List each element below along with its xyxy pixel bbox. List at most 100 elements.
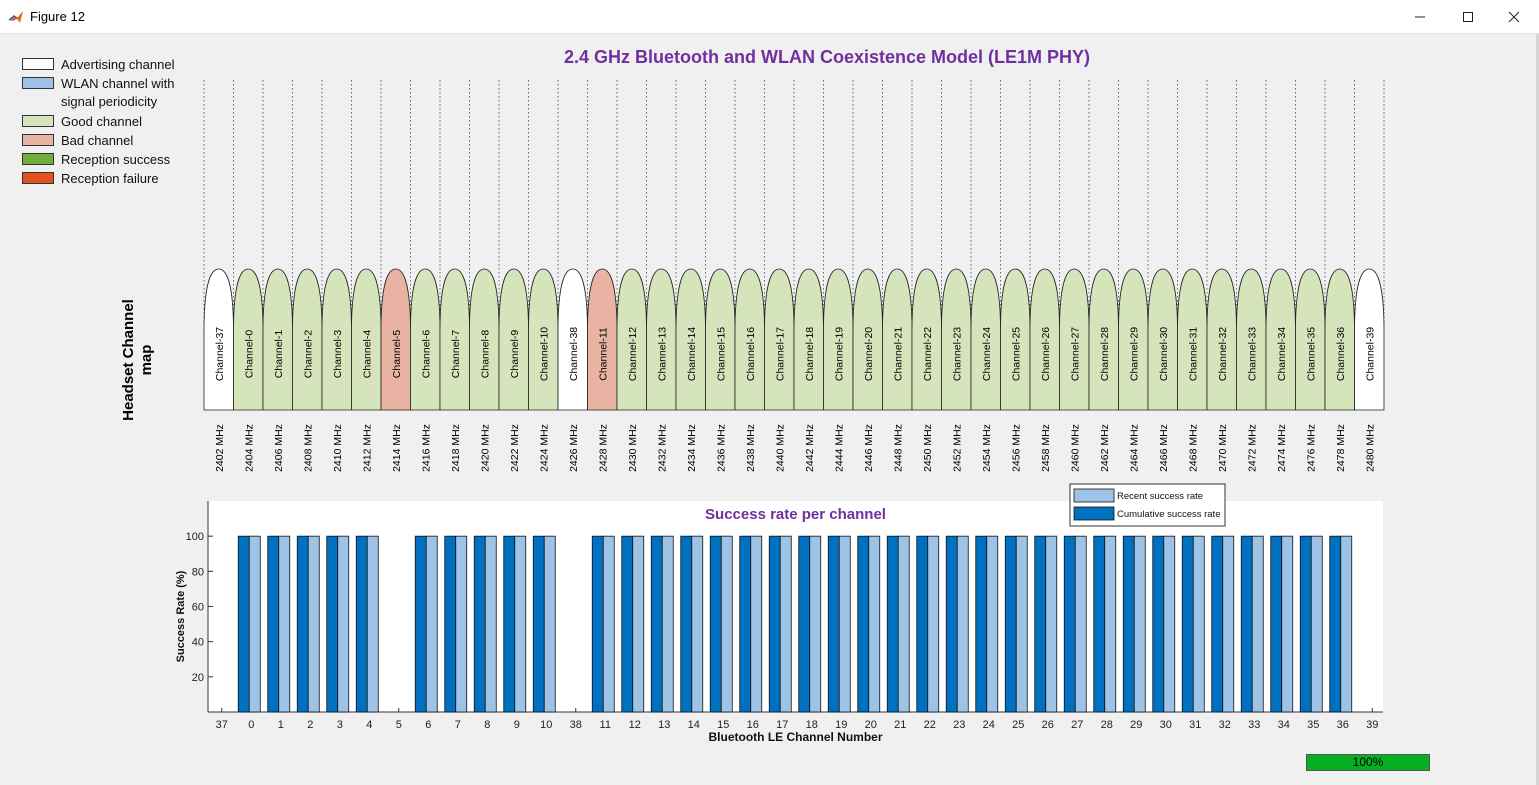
channel-shape-channel-33 <box>1236 268 1267 411</box>
x-tick-label: 37 <box>216 719 228 731</box>
bar-recent-3 <box>337 535 350 713</box>
x-tick-label: 4 <box>366 719 372 731</box>
channel-frequency: 2450 MHz <box>922 424 934 472</box>
channel-label: Channel-8 <box>479 330 491 379</box>
channel-label: Channel-32 <box>1217 327 1229 381</box>
channel-label: Channel-0 <box>243 330 255 379</box>
bar-cumulative-11 <box>591 535 604 713</box>
x-tick-label: 28 <box>1101 719 1113 731</box>
progress-bar: 100% <box>1306 754 1430 771</box>
channel-label: Channel-27 <box>1069 327 1081 381</box>
bar-recent-30 <box>1163 535 1176 713</box>
x-tick-label: 33 <box>1248 719 1260 731</box>
x-tick-label: 15 <box>717 719 729 731</box>
channel-label: Channel-34 <box>1276 327 1288 381</box>
bar-recent-23 <box>956 535 969 713</box>
channel-frequency: 2476 MHz <box>1305 424 1317 472</box>
maximize-button[interactable] <box>1445 3 1491 31</box>
channel-label: Channel-31 <box>1187 327 1199 381</box>
x-tick-label: 20 <box>865 719 877 731</box>
channel-shape-channel-38 <box>557 268 588 411</box>
chart-title: Success rate per channel <box>705 506 886 523</box>
maximize-icon <box>1463 12 1473 22</box>
x-axis-label: Bluetooth LE Channel Number <box>709 730 883 744</box>
minimize-button[interactable] <box>1397 3 1443 31</box>
bar-cumulative-0 <box>237 535 250 713</box>
bar-cumulative-27 <box>1063 535 1076 713</box>
channel-map: Channel-37 2402 MHz Channel-0 2404 MHz Chann… <box>203 80 1385 472</box>
legend-wlan: WLAN channel with signal periodicity <box>22 74 202 112</box>
x-tick-label: 22 <box>924 719 936 731</box>
channel-shape-channel-21 <box>882 268 913 411</box>
bar-cumulative-7 <box>444 535 457 713</box>
progress-fill <box>1307 755 1429 770</box>
progress-label: 100% <box>1352 755 1384 769</box>
y-tick-label: 40 <box>192 637 204 649</box>
x-tick-label: 8 <box>484 719 490 731</box>
channel-frequency: 2438 MHz <box>745 424 757 472</box>
channel-label: Channel-10 <box>538 327 550 381</box>
x-tick-label: 5 <box>396 719 402 731</box>
channel-frequency: 2434 MHz <box>686 424 698 472</box>
channel-label: Channel-15 <box>715 327 727 381</box>
channel-shape-channel-23 <box>941 268 972 411</box>
channel-frequency: 2428 MHz <box>597 424 609 472</box>
channel-frequency: 2464 MHz <box>1128 424 1140 472</box>
channel-frequency: 2408 MHz <box>302 424 314 472</box>
channel-frequency: 2416 MHz <box>420 424 432 472</box>
channel-label: Channel-33 <box>1246 327 1258 381</box>
channel-shape-channel-5 <box>380 268 411 411</box>
bar-recent-33 <box>1251 535 1264 713</box>
bar-cumulative-3 <box>326 535 339 713</box>
channel-label: Channel-36 <box>1335 327 1347 381</box>
legend-advertising: Advertising channel <box>22 55 202 74</box>
bar-cumulative-34 <box>1270 535 1283 713</box>
y-tick-label: 60 <box>192 602 204 614</box>
bar-cumulative-1 <box>267 535 280 713</box>
channel-label: Channel-17 <box>774 327 786 381</box>
bar-cumulative-17 <box>768 535 781 713</box>
channel-shape-channel-39 <box>1354 268 1385 411</box>
legend-swatch <box>22 172 54 184</box>
bar-cumulative-12 <box>621 535 634 713</box>
bar-cumulative-28 <box>1093 535 1106 713</box>
close-button[interactable] <box>1491 3 1537 31</box>
channel-frequency: 2426 MHz <box>568 424 580 472</box>
window-title: Figure 12 <box>30 9 85 24</box>
bar-cumulative-23 <box>945 535 958 713</box>
channel-frequency: 2460 MHz <box>1069 424 1081 472</box>
bar-cumulative-30 <box>1152 535 1165 713</box>
bar-cumulative-14 <box>680 535 693 713</box>
channel-shape-channel-6 <box>410 268 441 411</box>
legend-bad: Bad channel <box>22 131 202 150</box>
channel-frequency: 2462 MHz <box>1099 424 1111 472</box>
bar-recent-6 <box>425 535 438 713</box>
bar-cumulative-9 <box>503 535 516 713</box>
bar-recent-2 <box>307 535 320 713</box>
legend-label: WLAN channel with signal periodicity <box>61 76 175 109</box>
channel-label: Channel-22 <box>922 327 934 381</box>
bar-recent-24 <box>986 535 999 713</box>
x-tick-label: 27 <box>1071 719 1083 731</box>
channel-shape-channel-2 <box>292 268 323 411</box>
bar-cumulative-21 <box>886 535 899 713</box>
legend-label: Reception success <box>61 152 171 167</box>
bar-cumulative-22 <box>916 535 929 713</box>
x-tick-label: 18 <box>806 719 818 731</box>
x-tick-label: 21 <box>894 719 906 731</box>
figure-canvas: 2.4 GHz Bluetooth and WLAN Coexistence M… <box>175 47 1385 744</box>
bar-cumulative-29 <box>1122 535 1135 713</box>
bar-recent-28 <box>1104 535 1117 713</box>
legend-swatch <box>22 58 54 70</box>
bar-cumulative-26 <box>1034 535 1047 713</box>
chart-legend-label: Recent success rate <box>1117 491 1203 502</box>
channel-shape-channel-0 <box>233 268 264 411</box>
x-tick-label: 24 <box>983 719 995 731</box>
x-tick-label: 17 <box>776 719 788 731</box>
y-tick-label: 20 <box>192 672 204 684</box>
channel-shape-channel-36 <box>1324 268 1355 411</box>
channel-shape-channel-10 <box>528 268 559 411</box>
bar-cumulative-24 <box>975 535 988 713</box>
channel-shape-channel-11 <box>587 268 618 411</box>
bar-recent-20 <box>868 535 881 713</box>
